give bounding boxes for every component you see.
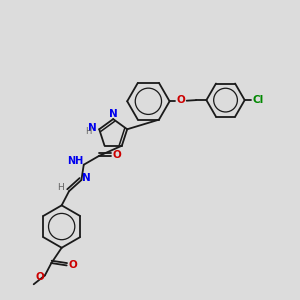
Text: N: N bbox=[82, 173, 91, 183]
Text: N: N bbox=[110, 110, 118, 119]
Text: H: H bbox=[57, 183, 64, 192]
Text: O: O bbox=[112, 150, 121, 160]
Text: O: O bbox=[68, 260, 77, 270]
Text: Cl: Cl bbox=[252, 95, 263, 105]
Text: H: H bbox=[85, 127, 92, 136]
Text: N: N bbox=[88, 123, 97, 133]
Text: O: O bbox=[36, 272, 44, 282]
Text: O: O bbox=[177, 95, 186, 105]
Text: NH: NH bbox=[68, 156, 84, 166]
